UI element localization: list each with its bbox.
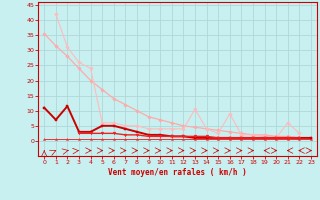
X-axis label: Vent moyen/en rafales ( km/h ): Vent moyen/en rafales ( km/h ): [108, 168, 247, 177]
